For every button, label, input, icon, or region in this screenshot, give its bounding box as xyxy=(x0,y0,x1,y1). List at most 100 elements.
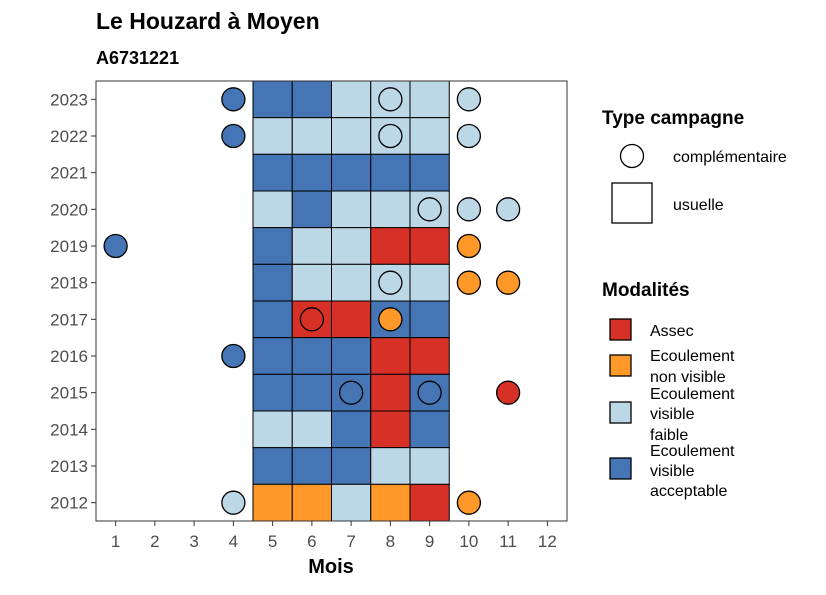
usuelle-cell xyxy=(409,300,450,339)
usuelle-cell xyxy=(331,483,372,522)
usuelle-cell xyxy=(370,153,411,192)
complementaire-point xyxy=(456,123,482,149)
legend-key-complementaire xyxy=(619,143,645,169)
usuelle-cell xyxy=(331,153,372,192)
complementaire-point xyxy=(221,490,246,515)
chart-title: Le Houzard à Moyen xyxy=(96,8,320,34)
usuelle-cell xyxy=(252,447,293,485)
legend-modalites-title: Modalités xyxy=(602,280,690,301)
x-axis-label: Mois xyxy=(308,556,354,578)
usuelle-cell xyxy=(409,80,450,119)
usuelle-cell xyxy=(409,153,450,192)
legend-label-non_visible: Ecoulement xyxy=(650,348,735,365)
usuelle-cell xyxy=(409,337,450,375)
complementaire-point xyxy=(103,233,128,259)
usuelle-cell xyxy=(291,227,332,265)
usuelle-cell xyxy=(409,410,450,449)
usuelle-cell xyxy=(252,80,293,119)
y-tick-label: 2019 xyxy=(50,237,88,256)
legend-key-faible xyxy=(609,401,632,424)
legend-label-complementaire: complémentaire xyxy=(673,149,787,166)
usuelle-cell xyxy=(331,337,372,375)
usuelle-cell xyxy=(370,410,411,449)
complementaire-point xyxy=(378,123,403,149)
usuelle-cell xyxy=(252,410,293,449)
complementaire-point xyxy=(417,197,442,222)
legend-key-assec xyxy=(609,318,632,341)
usuelle-cell xyxy=(252,227,293,265)
complementaire-point xyxy=(221,123,246,149)
y-tick-label: 2022 xyxy=(50,127,88,146)
usuelle-cell xyxy=(252,117,293,155)
complementaire-point xyxy=(495,270,521,295)
legend-label-faible: faible xyxy=(650,427,688,444)
complementaire-points xyxy=(103,87,521,515)
complementaire-point xyxy=(456,490,482,515)
usuelle-cell xyxy=(252,373,293,412)
usuelle-cell xyxy=(409,447,450,485)
usuelle-cell xyxy=(331,410,372,449)
legend-key-usuelle xyxy=(611,182,653,224)
legend-key-non_visible xyxy=(609,354,632,377)
legend-type-title: Type campagne xyxy=(602,108,744,129)
complementaire-point xyxy=(338,380,364,405)
usuelle-cell xyxy=(409,263,450,302)
usuelle-cell xyxy=(409,373,450,412)
usuelle-cell xyxy=(370,447,411,485)
complementaire-point xyxy=(495,380,521,405)
y-tick-label: 2020 xyxy=(50,200,88,219)
y-tick-label: 2018 xyxy=(50,274,88,293)
usuelle-cell xyxy=(331,117,372,155)
legend-label-assec: Assec xyxy=(650,323,694,340)
usuelle-cell xyxy=(291,373,332,412)
usuelle-cell xyxy=(252,483,293,522)
usuelle-cell xyxy=(291,80,332,119)
usuelle-cell xyxy=(252,300,293,339)
complementaire-point xyxy=(495,197,521,222)
x-tick-label: 8 xyxy=(386,532,395,551)
legend-label-usuelle: usuelle xyxy=(673,197,724,214)
y-tick-label: 2017 xyxy=(50,310,88,329)
usuelle-cell xyxy=(331,447,372,485)
usuelle-cell xyxy=(409,117,450,155)
complementaire-point xyxy=(456,270,482,295)
usuelle-cell xyxy=(370,337,411,375)
usuelle-cell xyxy=(252,263,293,302)
x-tick-label: 5 xyxy=(268,532,277,551)
plot-panel-border xyxy=(95,80,568,522)
legend-label-non_visible: non visible xyxy=(650,369,726,386)
x-tick-label: 9 xyxy=(425,532,434,551)
x-tick-label: 12 xyxy=(538,532,557,551)
usuelle-cell xyxy=(252,153,293,192)
y-tick-label: 2021 xyxy=(50,164,88,183)
x-tick-label: 4 xyxy=(229,532,238,551)
complementaire-point xyxy=(299,307,325,332)
complementaire-point xyxy=(417,380,442,405)
y-tick-label: 2016 xyxy=(50,347,88,366)
usuelle-cell xyxy=(291,410,332,449)
usuelle-cell xyxy=(370,227,411,265)
complementaire-point xyxy=(378,307,403,332)
usuelle-cell xyxy=(291,447,332,485)
usuelle-cell xyxy=(291,263,332,302)
legend-key-acceptable xyxy=(609,457,632,480)
complementaire-point xyxy=(456,197,482,222)
x-tick-label: 2 xyxy=(150,532,159,551)
usuelle-cell xyxy=(331,190,372,229)
legend: Type campagne complémentaire usuelle Modali… xyxy=(602,108,787,500)
usuelle-cell xyxy=(370,190,411,229)
usuelle-cell xyxy=(331,300,372,339)
legend-label-faible: visible xyxy=(650,406,695,423)
complementaire-point xyxy=(378,270,403,295)
usuelle-cell xyxy=(291,190,332,229)
x-tick-label: 11 xyxy=(499,532,517,551)
chart-subtitle: A6731221 xyxy=(96,48,179,68)
complementaire-point xyxy=(221,87,246,112)
complementaire-point xyxy=(456,233,482,259)
usuelle-cell xyxy=(331,227,372,265)
usuelle-cell xyxy=(291,337,332,375)
x-tick-label: 6 xyxy=(307,532,316,551)
legend-label-acceptable: visible xyxy=(650,463,695,480)
y-tick-label: 2012 xyxy=(50,494,88,513)
